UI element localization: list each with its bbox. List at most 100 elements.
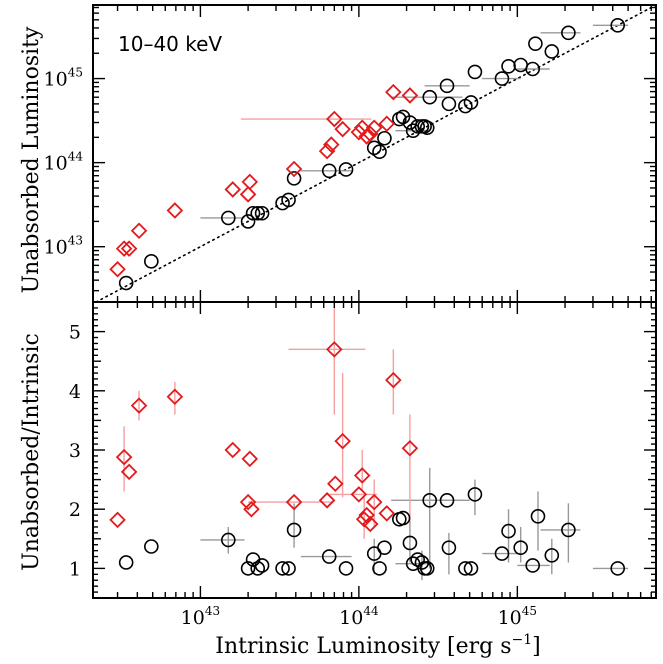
- top-diamond-marker: [358, 128, 375, 145]
- bottom-diamond-marker: [365, 493, 383, 511]
- bottom-diamond-marker: [241, 450, 259, 468]
- bottom-diamond-marker: [353, 467, 371, 484]
- bottom-circle-marker: [221, 532, 236, 548]
- top-diamond-marker: [385, 83, 402, 101]
- top-y-tick-label-base: 10: [44, 69, 68, 91]
- top-diamond-marker: [115, 240, 133, 257]
- bottom-x-tick-label: 1043: [181, 604, 220, 629]
- top-diamond-marker: [318, 142, 336, 160]
- top-diamond-marker: [239, 186, 257, 203]
- top-y-tick-label-exp: 43: [68, 234, 83, 248]
- bottom-y-tick-label: 3: [69, 440, 81, 462]
- bottom-diamond-marker: [224, 441, 242, 459]
- x-axis-title-main: Intrinsic Luminosity [erg s: [215, 634, 511, 659]
- top-circle-marker: [439, 78, 455, 94]
- bottom-diamond-marker: [358, 506, 375, 524]
- bottom-circle-marker: [422, 493, 438, 508]
- bottom-y-tick-label: 4: [69, 381, 81, 403]
- top-diamond-marker: [361, 125, 379, 143]
- top-y-tick-label: 1044: [44, 150, 84, 175]
- top-diamond-marker: [350, 123, 368, 141]
- bottom-circle-marker: [419, 561, 435, 576]
- top-circle-marker: [240, 214, 256, 229]
- bottom-diamond-marker: [120, 463, 138, 481]
- bottom-circle-marker: [439, 493, 455, 508]
- bottom-diamond-marker: [166, 388, 184, 405]
- top-circle-marker: [372, 144, 387, 159]
- top-circle-marker: [338, 162, 354, 177]
- bottom-y-tick-label: 2: [69, 499, 81, 521]
- bottom-circle-marker: [463, 561, 479, 576]
- bottom-diamond-marker: [130, 397, 148, 414]
- top-circle-marker: [144, 254, 159, 269]
- bottom-diamond-marker: [355, 510, 373, 528]
- bottom-circle-marker: [561, 522, 576, 538]
- bottom-circle-marker: [525, 558, 540, 573]
- top-diamond-marker: [224, 181, 242, 198]
- bottom-diamond-marker: [401, 439, 419, 457]
- bottom-circle-marker: [395, 510, 411, 526]
- top-y-tick-label-exp: 45: [68, 66, 83, 80]
- top-y-tick-label-base: 10: [44, 153, 68, 175]
- top-circle-marker: [467, 64, 483, 80]
- bottom-diamond-marker: [385, 371, 402, 389]
- top-circle-marker: [286, 171, 302, 186]
- top-circle-marker: [501, 58, 516, 74]
- top-markers: [109, 18, 626, 291]
- top-y-axis-title: Unabsorbed Luminosity: [19, 26, 44, 293]
- bottom-x-tick-label-base: 10: [339, 607, 363, 629]
- bottom-circle-marker: [610, 561, 626, 576]
- top-circle-marker: [221, 210, 236, 226]
- bottom-diamond-marker: [327, 475, 344, 493]
- bottom-circle-marker: [281, 561, 296, 576]
- top-circle-marker: [463, 95, 479, 110]
- bottom-diamond-marker: [109, 511, 126, 529]
- top-y-tick-label-exp: 44: [68, 150, 84, 164]
- bottom-circle-marker: [513, 540, 528, 555]
- top-y-tick-label: 1043: [44, 234, 83, 259]
- bottom-errorbars: [123, 302, 629, 581]
- bottom-diamond-marker: [326, 341, 343, 358]
- top-circle-marker: [525, 61, 540, 77]
- top-diamond-marker: [323, 136, 340, 153]
- bottom-diamond-marker: [243, 500, 260, 518]
- bottom-circle-marker: [240, 561, 256, 576]
- bottom-diamond-marker: [378, 505, 396, 522]
- bottom-circle-marker: [118, 555, 134, 570]
- top-circle-marker: [561, 25, 576, 41]
- bottom-circle-marker: [275, 561, 290, 576]
- top-circle-marker: [245, 205, 261, 221]
- top-diamond-marker: [166, 202, 184, 219]
- top-diamond-marker: [401, 87, 419, 104]
- bottom-circle-marker: [494, 546, 510, 561]
- bottom-circle-marker: [410, 552, 425, 567]
- top-circle-marker: [321, 163, 337, 179]
- bottom-circle-marker: [338, 561, 354, 576]
- x-axis-title-sup: −1: [512, 632, 533, 648]
- energy-band-annotation: 10–40 keV: [118, 32, 222, 56]
- bottom-circle-marker: [254, 558, 270, 573]
- bottom-markers: [109, 341, 626, 576]
- bottom-circle-marker: [402, 535, 418, 551]
- x-axis-title: Intrinsic Luminosity [erg s−1]: [215, 632, 540, 659]
- top-diamond-marker: [241, 173, 259, 191]
- bottom-diamond-marker: [361, 515, 379, 533]
- bottom-diamond-marker: [350, 486, 368, 503]
- bottom-circle-marker: [321, 549, 337, 564]
- top-circle-marker: [254, 205, 270, 221]
- top-diamond-marker: [109, 260, 126, 278]
- bottom-circle-marker: [377, 540, 392, 555]
- bottom-x-tick-label: 1044: [339, 604, 379, 629]
- top-circle-marker: [281, 192, 296, 208]
- top-circle-marker: [422, 89, 438, 105]
- bottom-diamond-marker: [334, 432, 351, 450]
- bottom-diamond-marker: [318, 492, 336, 509]
- top-y-tick-label: 1045: [44, 66, 83, 91]
- top-circle-marker: [410, 119, 425, 134]
- top-y-tick-label-base: 10: [44, 237, 68, 259]
- x-axis-title-end: ]: [532, 634, 541, 659]
- bottom-circle-marker: [286, 522, 302, 538]
